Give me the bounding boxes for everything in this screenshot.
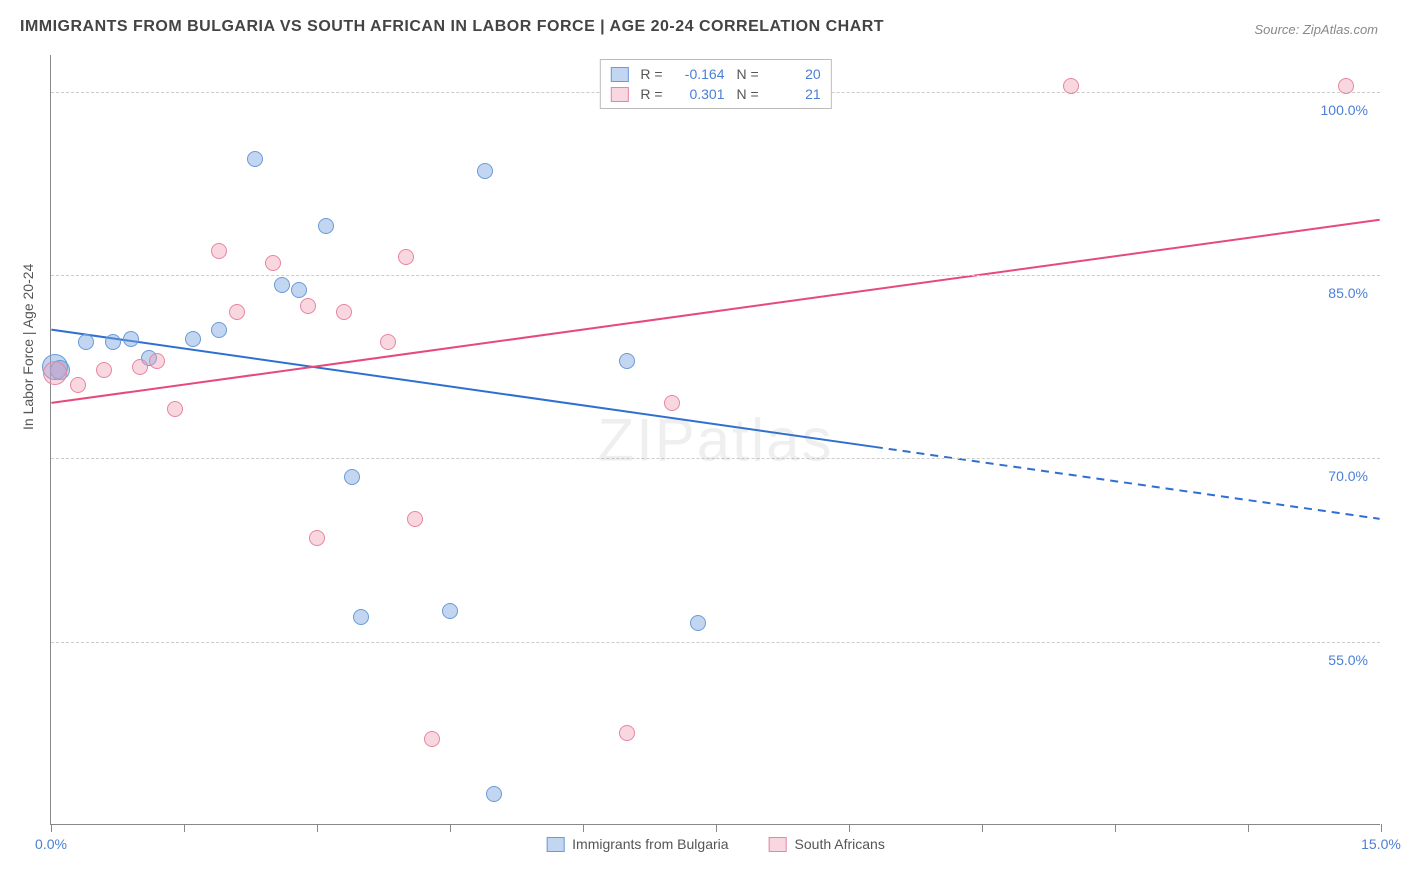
data-point	[149, 353, 165, 369]
data-point	[265, 255, 281, 271]
stat-n-label: N =	[737, 86, 759, 102]
data-point	[70, 377, 86, 393]
data-point	[344, 469, 360, 485]
stat-r-value: 0.301	[675, 86, 725, 102]
stat-n-value: 21	[771, 86, 821, 102]
stat-r-label: R =	[640, 66, 662, 82]
data-point	[398, 249, 414, 265]
x-tick	[51, 824, 52, 832]
x-tick-label: 15.0%	[1361, 836, 1401, 852]
data-point	[619, 353, 635, 369]
legend-series-item: Immigrants from Bulgaria	[546, 836, 728, 852]
legend-stat-row: R = 0.301 N = 21	[610, 84, 820, 104]
stat-n-value: 20	[771, 66, 821, 82]
data-point	[291, 282, 307, 298]
data-point	[619, 725, 635, 741]
data-point	[477, 163, 493, 179]
gridline-h	[51, 275, 1380, 276]
correlation-legend: R = -0.164 N = 20 R = 0.301 N = 21	[599, 59, 831, 109]
x-tick	[982, 824, 983, 832]
data-point	[96, 362, 112, 378]
chart-plot-area: ZIPatlas R =-0.164N =20R =0.301N =21 Imm…	[50, 55, 1380, 825]
data-point	[407, 511, 423, 527]
data-point	[274, 277, 290, 293]
x-tick	[1115, 824, 1116, 832]
y-axis-label: In Labor Force | Age 20-24	[20, 264, 36, 430]
data-point	[424, 731, 440, 747]
chart-title: IMMIGRANTS FROM BULGARIA VS SOUTH AFRICA…	[20, 18, 884, 36]
x-tick	[849, 824, 850, 832]
stat-n-label: N =	[737, 66, 759, 82]
data-point	[318, 218, 334, 234]
data-point	[185, 331, 201, 347]
data-point	[105, 334, 121, 350]
data-point	[1338, 78, 1354, 94]
y-tick-label: 85.0%	[1328, 285, 1368, 301]
data-point	[43, 361, 67, 385]
data-point	[690, 615, 706, 631]
x-tick	[1248, 824, 1249, 832]
watermark-text: ZIPatlas	[597, 405, 833, 474]
x-tick	[184, 824, 185, 832]
trend-line	[51, 330, 875, 447]
legend-swatch	[546, 837, 564, 852]
data-point	[1063, 78, 1079, 94]
legend-swatch	[610, 87, 628, 102]
trend-lines-layer	[51, 55, 1380, 824]
x-tick	[583, 824, 584, 832]
data-point	[78, 334, 94, 350]
data-point	[336, 304, 352, 320]
data-point	[300, 298, 316, 314]
x-tick	[317, 824, 318, 832]
data-point	[211, 243, 227, 259]
data-point	[309, 530, 325, 546]
data-point	[167, 401, 183, 417]
legend-swatch	[769, 837, 787, 852]
data-point	[123, 331, 139, 347]
source-attribution: Source: ZipAtlas.com	[1254, 22, 1378, 37]
data-point	[664, 395, 680, 411]
gridline-h	[51, 642, 1380, 643]
legend-series-label: Immigrants from Bulgaria	[572, 836, 728, 852]
legend-swatch	[610, 67, 628, 82]
x-tick	[1381, 824, 1382, 832]
data-point	[486, 786, 502, 802]
data-point	[353, 609, 369, 625]
stat-r-label: R =	[640, 86, 662, 102]
x-tick	[450, 824, 451, 832]
legend-series-label: South Africans	[795, 836, 885, 852]
data-point	[211, 322, 227, 338]
trend-line	[51, 220, 1379, 403]
x-tick	[716, 824, 717, 832]
y-tick-label: 55.0%	[1328, 652, 1368, 668]
y-tick-label: 70.0%	[1328, 468, 1368, 484]
data-point	[247, 151, 263, 167]
legend-series-item: South Africans	[769, 836, 885, 852]
series-legend: Immigrants from Bulgaria South Africans	[546, 836, 885, 852]
gridline-h	[51, 458, 1380, 459]
stat-r-value: -0.164	[675, 66, 725, 82]
x-tick-label: 0.0%	[35, 836, 67, 852]
data-point	[442, 603, 458, 619]
data-point	[380, 334, 396, 350]
data-point	[132, 359, 148, 375]
legend-stat-row: R = -0.164 N = 20	[610, 64, 820, 84]
data-point	[229, 304, 245, 320]
y-tick-label: 100.0%	[1321, 102, 1368, 118]
